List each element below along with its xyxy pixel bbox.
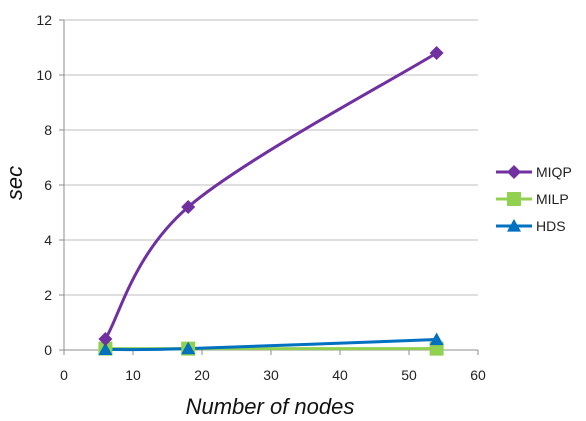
data-point-miqp [98,332,113,346]
legend-item-milp: MILP [496,191,569,207]
legend: MIQP MILP HDS [496,164,572,234]
x-tick-label: 60 [470,367,486,383]
series-line-hds [103,338,439,352]
series-lines [98,46,444,356]
legend-marker-milp [507,192,521,206]
y-tick-label: 0 [44,342,52,358]
legend-label-milp: MILP [536,191,569,207]
data-point-hds [181,341,196,355]
x-tick-label: 20 [194,367,210,383]
series-line-miqp [103,51,439,341]
data-point-hds [429,332,444,346]
y-tick-label: 2 [44,287,52,303]
x-tick-label: 50 [401,367,417,383]
legend-item-miqp: MIQP [496,164,572,180]
x-tick-label: 10 [125,367,141,383]
data-point-hds [98,342,113,356]
legend-label-miqp: MIQP [536,164,572,180]
y-tick-label: 10 [36,67,52,83]
y-tick-label: 12 [36,12,52,28]
x-tick-label: 30 [263,367,279,383]
legend-label-hds: HDS [536,218,566,234]
legend-marker-miqp [507,165,521,179]
tick-labels: 0 2 4 6 8 10 12 0 10 20 30 40 50 60 [36,12,486,383]
y-axis-title: sec [2,166,27,200]
data-point-miqp [181,200,196,214]
legend-marker-hds [507,219,521,232]
y-tick-label: 8 [44,122,52,138]
legend-item-hds: HDS [496,218,566,234]
y-tick-label: 6 [44,177,52,193]
data-point-miqp [429,46,444,60]
x-axis-title: Number of nodes [186,394,355,419]
gridlines [64,19,478,296]
x-tick-label: 0 [60,367,68,383]
x-tick-label: 40 [332,367,348,383]
y-tick-label: 4 [44,232,52,248]
